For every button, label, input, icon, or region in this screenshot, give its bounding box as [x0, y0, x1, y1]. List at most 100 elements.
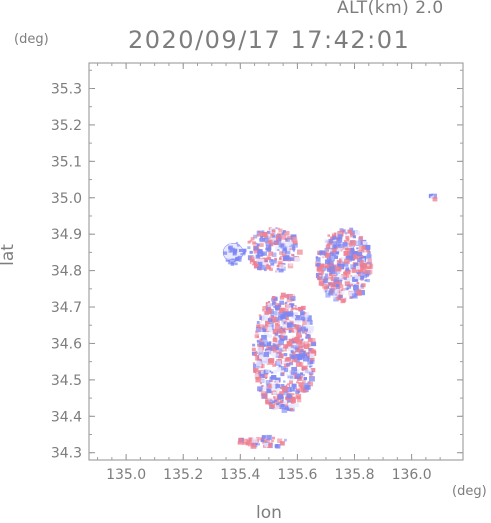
data-cell: [253, 246, 259, 251]
data-cell: [336, 254, 339, 257]
data-cell: [272, 363, 277, 367]
data-cell: [365, 248, 370, 253]
data-cell: [265, 348, 269, 352]
data-cell: [303, 388, 307, 392]
data-cell: [282, 322, 288, 328]
data-cell: [337, 244, 340, 247]
data-cell: [353, 285, 359, 291]
data-cell: [272, 328, 279, 335]
data-cell: [328, 288, 335, 294]
data-cell: [350, 264, 356, 270]
data-cell: [275, 246, 281, 252]
data-cell: [309, 353, 315, 359]
data-cell: [291, 337, 296, 342]
data-cell: [262, 388, 266, 391]
data-cell: [278, 401, 281, 404]
data-cell: [318, 270, 323, 276]
data-cell: [226, 256, 231, 260]
data-cell: [335, 285, 341, 290]
data-cell: [266, 383, 269, 387]
data-cell: [253, 248, 260, 254]
data-cell: [289, 248, 292, 251]
data-cell: [258, 238, 262, 241]
data-cell: [289, 263, 293, 267]
data-cell: [276, 330, 280, 333]
data-cell: [310, 350, 317, 356]
data-cell: [274, 332, 279, 337]
data-cell: [345, 267, 350, 271]
data-cell: [230, 261, 234, 264]
data-cell: [327, 276, 332, 280]
data-cell: [297, 390, 301, 394]
y-tick-label: 35.0: [51, 191, 82, 207]
data-cell: [337, 243, 343, 248]
data-cell: [261, 230, 265, 233]
data-cell: [262, 340, 268, 346]
x-tick-label: 135.2: [163, 467, 203, 483]
data-cell: [310, 359, 315, 364]
data-cell: [288, 404, 292, 408]
data-cell: [280, 386, 284, 390]
data-cell: [260, 370, 265, 375]
data-cell: [294, 373, 301, 379]
data-cell: [304, 384, 310, 390]
data-cell: [281, 240, 285, 244]
data-cell: [359, 263, 364, 267]
data-cell: [272, 326, 276, 329]
data-cell: [260, 264, 267, 270]
data-cell: [333, 289, 339, 295]
data-cell: [258, 324, 265, 330]
data-cell: [281, 248, 287, 254]
data-cell: [325, 263, 330, 268]
data-cell: [306, 334, 310, 336]
data-cell: [290, 315, 296, 320]
data-cell: [265, 399, 271, 405]
data-cell: [338, 295, 342, 299]
data-cell: [357, 257, 363, 263]
data-cell: [235, 257, 240, 262]
data-cell: [271, 439, 274, 443]
data-cell: [292, 249, 295, 252]
data-cell: [278, 365, 282, 369]
data-cell: [303, 350, 306, 353]
data-cell: [283, 401, 289, 407]
data-cell: [324, 259, 330, 264]
data-cells: [222, 193, 438, 449]
data-cell: [238, 259, 242, 262]
data-cell: [303, 316, 308, 321]
data-cell: [298, 351, 302, 354]
data-cell: [344, 232, 348, 235]
data-cell: [360, 284, 364, 288]
data-cell: [293, 312, 298, 317]
data-cell: [302, 356, 309, 362]
data-cell: [282, 332, 286, 336]
data-cell: [330, 245, 334, 249]
data-cell: [267, 324, 272, 329]
data-cell: [345, 247, 349, 251]
data-cell: [341, 287, 345, 291]
data-cell: [268, 308, 272, 311]
data-cell: [264, 233, 269, 238]
data-cell: [300, 316, 306, 321]
data-cell: [354, 262, 359, 267]
data-cell: [259, 316, 263, 321]
data-cell: [303, 312, 307, 316]
data-cell: [315, 256, 319, 259]
data-cell: [293, 305, 296, 308]
data-cell: [239, 437, 243, 441]
data-cell: [283, 367, 289, 373]
data-cell: [301, 305, 306, 310]
data-cell: [289, 387, 294, 391]
data-cell: [250, 262, 254, 265]
data-cell: [268, 251, 274, 256]
data-cell: [286, 341, 293, 347]
data-cell: [279, 400, 283, 404]
data-cell: [296, 339, 303, 345]
data-cell: [258, 355, 263, 359]
data-cell: [281, 366, 286, 371]
data-cell: [303, 323, 309, 329]
data-cell: [302, 320, 307, 325]
data-cell: [359, 260, 364, 264]
data-cell: [266, 255, 271, 259]
data-cell: [306, 334, 311, 339]
